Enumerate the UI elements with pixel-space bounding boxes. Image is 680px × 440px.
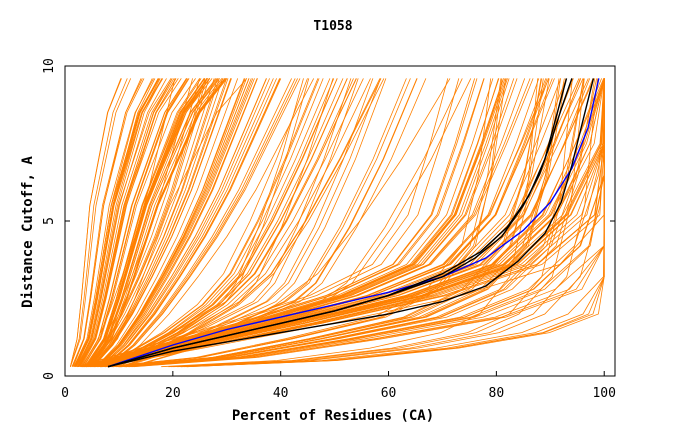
model-curves [70,78,605,368]
x-tick-label: 20 [165,386,181,401]
model-group-b-line [104,78,282,368]
model-group-a-line [78,78,173,367]
model-group-e-line [79,78,475,368]
model-group-c-line [99,78,320,368]
model-group-a-line [84,78,205,367]
model-group-b-line [81,78,176,367]
model-group-b-line [103,78,277,368]
model-group-e-line [83,78,515,368]
reference-model-3-line [107,78,595,368]
x-axis-title: Percent of Residues (CA) [232,408,434,424]
x-tick-label: 80 [489,386,505,401]
model-group-b-line [86,78,201,367]
model-group-b-line [91,78,223,367]
model-group-a-line [73,78,154,367]
model-group-f-line [125,78,597,368]
reference-curves [107,78,600,368]
model-group-b-line [101,78,274,367]
model-group-b-line [91,78,232,367]
model-group-g-line [173,78,598,368]
axis-ticks: 0 20 40 60 80 100 0 5 10 [42,58,616,401]
model-group-e-line [90,78,553,368]
y-axis-title: Distance Cutoff, A [20,156,36,308]
model-group-a-line [73,78,160,367]
model-group-f-line [120,78,584,368]
model-group-a-line [72,78,142,367]
model-group-d-line [100,78,304,368]
model-group-a-line [76,78,161,367]
model-group-a-line [79,78,175,367]
chart-title: T1058 [313,19,352,34]
model-group-b-line [106,78,292,368]
model-group-e-line [83,78,500,368]
model-group-f-line [125,78,605,368]
model-group-b-line [96,78,252,367]
model-group-b-line [107,78,298,368]
model-group-g-line [161,78,539,368]
model-group-f-line [109,78,502,368]
model-group-b-line [110,78,315,368]
model-group-a-line [75,78,172,367]
model-group-a-line [70,78,128,367]
model-group-e-line [80,78,499,368]
model-group-b-line [98,78,258,367]
x-tick-label: 0 [61,386,69,401]
model-group-e-line [93,78,531,368]
model-group-a-line [88,78,219,367]
x-tick-label: 60 [381,386,397,401]
model-group-e-line [76,78,449,368]
model-group-b-line [103,78,281,368]
model-group-e-line [99,78,580,368]
model-group-b-line [96,78,239,367]
model-group-f-line [118,78,550,368]
model-group-g-line [180,78,605,368]
model-group-b-line [85,78,193,367]
model-group-f-line [112,78,561,368]
model-group-g-line [170,78,585,368]
model-group-b-line [106,78,296,368]
model-group-e-line [86,78,605,368]
y-tick-label: 10 [42,58,57,74]
model-group-e-line [81,78,485,368]
model-group-a-line [82,78,196,367]
x-tick-label: 40 [273,386,289,401]
model-group-a-line [77,78,163,367]
model-group-a-line [77,78,167,367]
model-group-b-line [88,78,215,367]
model-group-b-line [90,78,220,367]
model-group-b-line [87,78,210,367]
model-group-f-line [107,78,492,368]
model-group-a-line [80,78,176,367]
y-tick-label: 0 [42,372,57,380]
model-group-b-line [101,78,270,367]
model-group-f-line [119,78,567,368]
y-tick-label: 5 [42,217,57,225]
model-group-a-line [70,78,122,367]
model-group-a-line [81,78,187,367]
model-group-b-line [97,78,255,367]
model-group-a-line [75,78,156,367]
x-tick-label: 100 [592,386,615,401]
model-group-a-line [70,78,132,367]
model-group-d-line [101,78,310,368]
model-group-b-line [99,78,267,367]
model-group-e-line [77,78,460,368]
reference-model-2-line [107,78,568,368]
model-group-e-line [100,78,605,368]
model-group-c-line [104,78,338,368]
model-group-a-line [79,78,177,367]
model-group-g-line [177,78,605,368]
model-group-b-line [97,78,250,367]
model-group-c-line [97,78,319,368]
model-group-g-line [168,78,573,368]
model-group-b-line [87,78,206,367]
model-group-a-line [85,78,202,367]
